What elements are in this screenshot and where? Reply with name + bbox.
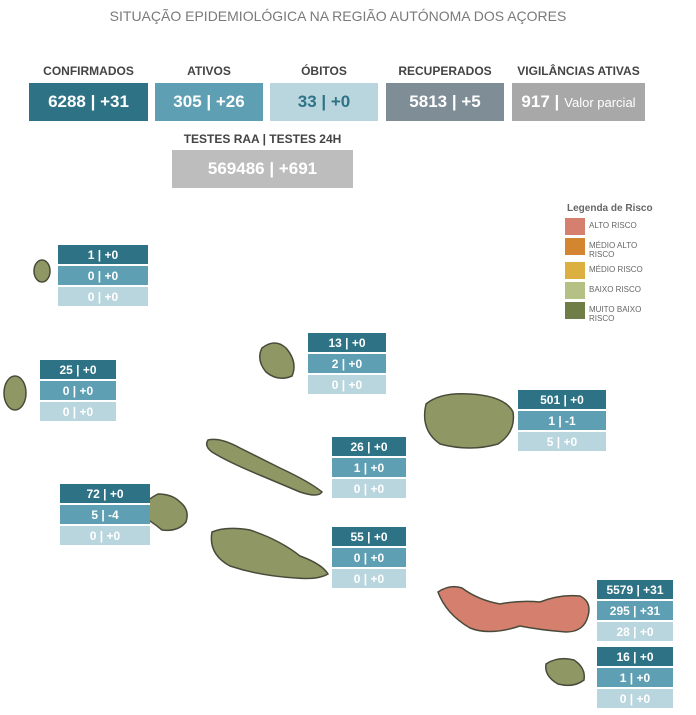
island-santa-maria (545, 657, 586, 687)
legend-swatch (565, 218, 585, 235)
kpi-label: ÓBITOS (301, 64, 347, 78)
kpi-value: 5813 | +5 (409, 92, 481, 111)
island-stat: 5 | -4 (60, 505, 150, 526)
island-stat: 0 | +0 (597, 689, 673, 710)
island-stat: 25 | +0 (40, 360, 116, 381)
kpi-card: 5813 | +5 (386, 83, 504, 121)
island-stat: 0 | +0 (58, 266, 148, 287)
legend-swatch (565, 282, 585, 299)
island-graciosa (259, 342, 295, 379)
island-stat: 1 | +0 (58, 245, 148, 266)
kpi-card: 6288 | +31 (29, 83, 148, 121)
kpi-label: ATIVOS (187, 64, 231, 78)
kpi-label: VIGILÂNCIAS ATIVAS (517, 64, 640, 78)
island-stat: 26 | +0 (332, 437, 406, 458)
island-sao-jorge (205, 438, 323, 496)
kpi-card: 917 | Valor parcial (512, 83, 645, 121)
tests-card: 569486 | +691 (172, 150, 353, 188)
island-stat: 1 | +0 (332, 458, 406, 479)
island-stat: 0 | +0 (308, 375, 386, 396)
island-stat: 0 | +0 (332, 479, 406, 500)
kpi-value: 33 | +0 (297, 92, 351, 111)
island-stat: 13 | +0 (308, 333, 386, 354)
kpi-value: 6288 | +31 (48, 92, 129, 111)
island-stat: 5 | +0 (518, 432, 606, 453)
island-flores (3, 375, 27, 411)
island-stat: 0 | +0 (60, 526, 150, 547)
island-stat: 0 | +0 (40, 402, 116, 423)
legend-swatch (565, 302, 585, 319)
island-corvo (33, 259, 51, 283)
island-stat: 5579 | +31 (597, 580, 673, 601)
legend-swatch (565, 238, 585, 255)
kpi-value: 305 | +26 (173, 92, 245, 111)
legend-label: ALTO RISCO (589, 221, 637, 230)
island-stat: 16 | +0 (597, 647, 673, 668)
legend-title: Legenda de Risco (567, 203, 653, 214)
legend-label: MÉDIO RISCO (589, 265, 643, 274)
kpi-label: CONFIRMADOS (43, 64, 134, 78)
island-stat: 55 | +0 (332, 527, 406, 548)
kpi-card: 33 | +0 (270, 83, 378, 121)
kpi-label: RECUPERADOS (398, 64, 492, 78)
island-stat: 28 | +0 (597, 622, 673, 643)
island-stat: 0 | +0 (40, 381, 116, 402)
island-faial (137, 493, 188, 532)
island-pico (210, 527, 330, 580)
island-sao-miguel (437, 585, 590, 633)
island-stat: 1 | -1 (518, 411, 606, 432)
island-stat: 295 | +31 (597, 601, 673, 622)
island-stat: 0 | +0 (58, 287, 148, 308)
legend-swatch (565, 262, 585, 279)
island-stat: 2 | +0 (308, 354, 386, 375)
legend-label: MUITO BAIXO RISCO (589, 305, 642, 323)
tests-value: 569486 | +691 (207, 159, 318, 178)
island-terceira (423, 392, 515, 449)
legend-label: BAIXO RISCO (589, 285, 642, 294)
legend-label: MÉDIO ALTO RISCO (589, 241, 638, 259)
island-stat: 72 | +0 (60, 484, 150, 505)
island-stat: 501 | +0 (518, 390, 606, 411)
tests-label: TESTES RAA | TESTES 24H (183, 132, 342, 146)
kpi-value: 917 | (521, 92, 560, 111)
page-title: SITUAÇÃO EPIDEMIOLÓGICA NA REGIÃO AUTÓNO… (109, 8, 567, 24)
island-stat: 0 | +0 (332, 548, 406, 569)
island-stat: 1 | +0 (597, 668, 673, 689)
kpi-note: Valor parcial (564, 94, 636, 110)
island-stat: 0 | +0 (332, 569, 406, 590)
kpi-card: 305 | +26 (155, 83, 263, 121)
